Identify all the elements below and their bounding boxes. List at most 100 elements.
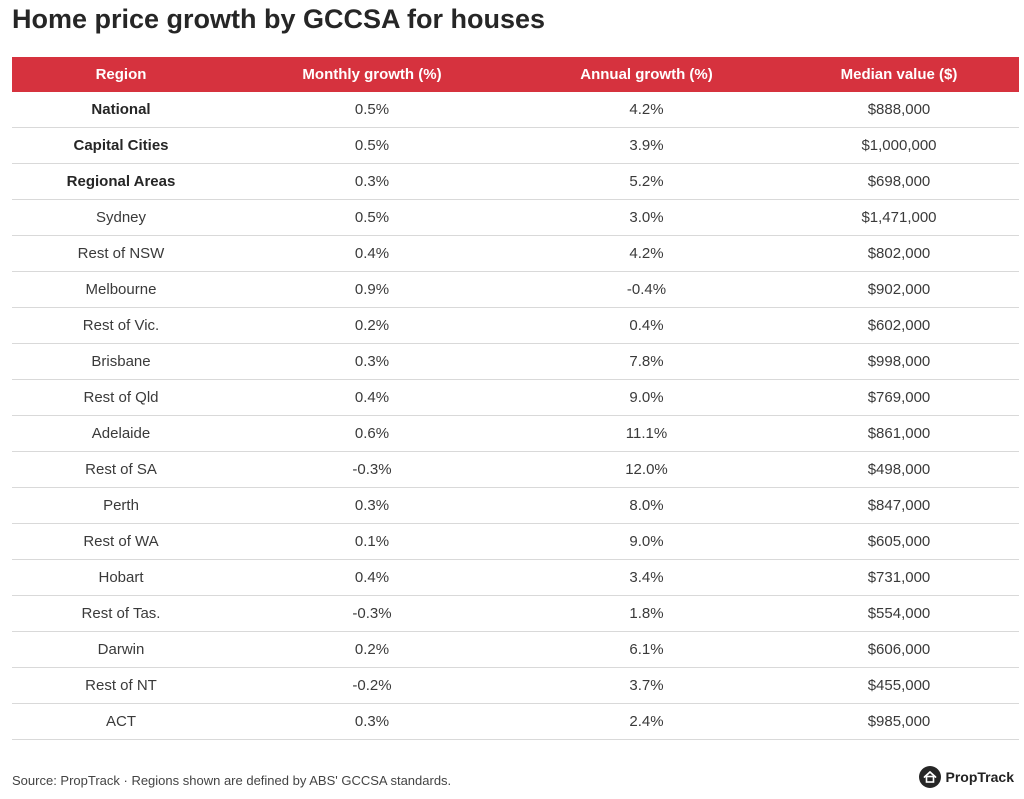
cell-annual-growth: 9.0% [514,523,779,560]
cell-region: Rest of WA [12,523,230,560]
cell-median-value: $602,000 [779,307,1019,344]
cell-monthly-growth: 0.1% [230,523,514,560]
cell-annual-growth: 3.7% [514,667,779,704]
table-row: Rest of Qld 0.4% 9.0% $769,000 [12,379,1019,416]
cell-region: Rest of NSW [12,235,230,272]
header-row: Region Monthly growth (%) Annual growth … [12,57,1019,92]
cell-monthly-growth: 0.5% [230,92,514,128]
column-header-region: Region [12,57,230,92]
cell-region: Rest of Tas. [12,595,230,632]
cell-median-value: $802,000 [779,235,1019,272]
proptrack-house-icon [918,766,941,788]
cell-median-value: $861,000 [779,415,1019,452]
cell-monthly-growth: 0.4% [230,235,514,272]
cell-annual-growth: 12.0% [514,451,779,488]
table-row: National 0.5% 4.2% $888,000 [12,92,1019,128]
column-header-annual-growth: Annual growth (%) [514,57,779,92]
cell-median-value: $769,000 [779,379,1019,416]
cell-monthly-growth: 0.5% [230,127,514,164]
cell-monthly-growth: -0.2% [230,667,514,704]
cell-median-value: $888,000 [779,92,1019,128]
cell-median-value: $1,471,000 [779,199,1019,236]
brand-logo: PropTrack [918,766,1014,788]
cell-median-value: $998,000 [779,343,1019,380]
table-row: Perth 0.3% 8.0% $847,000 [12,487,1019,524]
cell-region: Melbourne [12,271,230,308]
column-header-monthly-growth: Monthly growth (%) [230,57,514,92]
table-header: Region Monthly growth (%) Annual growth … [12,57,1019,92]
cell-monthly-growth: -0.3% [230,595,514,632]
cell-annual-growth: 3.4% [514,559,779,596]
cell-region: Hobart [12,559,230,596]
cell-region: Regional Areas [12,163,230,200]
table-row: Rest of Vic. 0.2% 0.4% $602,000 [12,307,1019,344]
table-row: Brisbane 0.3% 7.8% $998,000 [12,343,1019,380]
cell-region: Adelaide [12,415,230,452]
cell-median-value: $902,000 [779,271,1019,308]
cell-monthly-growth: 0.3% [230,487,514,524]
cell-monthly-growth: 0.9% [230,271,514,308]
cell-monthly-growth: 0.6% [230,415,514,452]
table-row: Rest of WA 0.1% 9.0% $605,000 [12,523,1019,560]
cell-annual-growth: 8.0% [514,487,779,524]
source-note: Source: PropTrack · Regions shown are de… [12,773,452,788]
table-row: Rest of SA -0.3% 12.0% $498,000 [12,451,1019,488]
cell-median-value: $605,000 [779,523,1019,560]
cell-monthly-growth: 0.3% [230,343,514,380]
cell-monthly-growth: 0.3% [230,163,514,200]
table-row: Rest of NSW 0.4% 4.2% $802,000 [12,235,1019,272]
cell-annual-growth: 6.1% [514,631,779,668]
cell-annual-growth: 3.9% [514,127,779,164]
table-row: Regional Areas 0.3% 5.2% $698,000 [12,163,1019,200]
cell-region: ACT [12,703,230,740]
cell-region: Rest of Qld [12,379,230,416]
column-header-median-value: Median value ($) [779,57,1019,92]
cell-median-value: $847,000 [779,487,1019,524]
cell-annual-growth: 4.2% [514,235,779,272]
cell-monthly-growth: 0.2% [230,307,514,344]
cell-monthly-growth: 0.2% [230,631,514,668]
cell-median-value: $698,000 [779,163,1019,200]
cell-region: Sydney [12,199,230,236]
cell-annual-growth: 1.8% [514,595,779,632]
table-row: Rest of NT -0.2% 3.7% $455,000 [12,667,1019,704]
growth-table: Region Monthly growth (%) Annual growth … [12,57,1019,740]
cell-region: Perth [12,487,230,524]
page-title: Home price growth by GCCSA for houses [12,4,546,34]
table-row: Capital Cities 0.5% 3.9% $1,000,000 [12,127,1019,164]
cell-annual-growth: 5.2% [514,163,779,200]
cell-monthly-growth: 0.5% [230,199,514,236]
table-row: Darwin 0.2% 6.1% $606,000 [12,631,1019,668]
cell-region: Rest of Vic. [12,307,230,344]
cell-annual-growth: 9.0% [514,379,779,416]
cell-median-value: $1,000,000 [779,127,1019,164]
cell-region: Darwin [12,631,230,668]
cell-region: Brisbane [12,343,230,380]
table-row: ACT 0.3% 2.4% $985,000 [12,703,1019,740]
cell-region: National [12,92,230,128]
cell-annual-growth: 4.2% [514,92,779,128]
cell-median-value: $606,000 [779,631,1019,668]
cell-annual-growth: 0.4% [514,307,779,344]
cell-annual-growth: -0.4% [514,271,779,308]
table-row: Hobart 0.4% 3.4% $731,000 [12,559,1019,596]
cell-monthly-growth: 0.4% [230,559,514,596]
cell-annual-growth: 11.1% [514,415,779,452]
table-row: Adelaide 0.6% 11.1% $861,000 [12,415,1019,452]
brand-name: PropTrack [945,769,1014,785]
cell-annual-growth: 7.8% [514,343,779,380]
table-body: National 0.5% 4.2% $888,000 Capital Cities 0.… [12,92,1019,740]
cell-median-value: $455,000 [779,667,1019,704]
cell-region: Capital Cities [12,127,230,164]
cell-monthly-growth: 0.4% [230,379,514,416]
table-row: Melbourne 0.9% -0.4% $902,000 [12,271,1019,308]
cell-monthly-growth: 0.3% [230,703,514,740]
cell-annual-growth: 3.0% [514,199,779,236]
cell-median-value: $498,000 [779,451,1019,488]
table-row: Sydney 0.5% 3.0% $1,471,000 [12,199,1019,236]
cell-annual-growth: 2.4% [514,703,779,740]
cell-median-value: $554,000 [779,595,1019,632]
cell-median-value: $985,000 [779,703,1019,740]
table-row: Rest of Tas. -0.3% 1.8% $554,000 [12,595,1019,632]
cell-region: Rest of SA [12,451,230,488]
